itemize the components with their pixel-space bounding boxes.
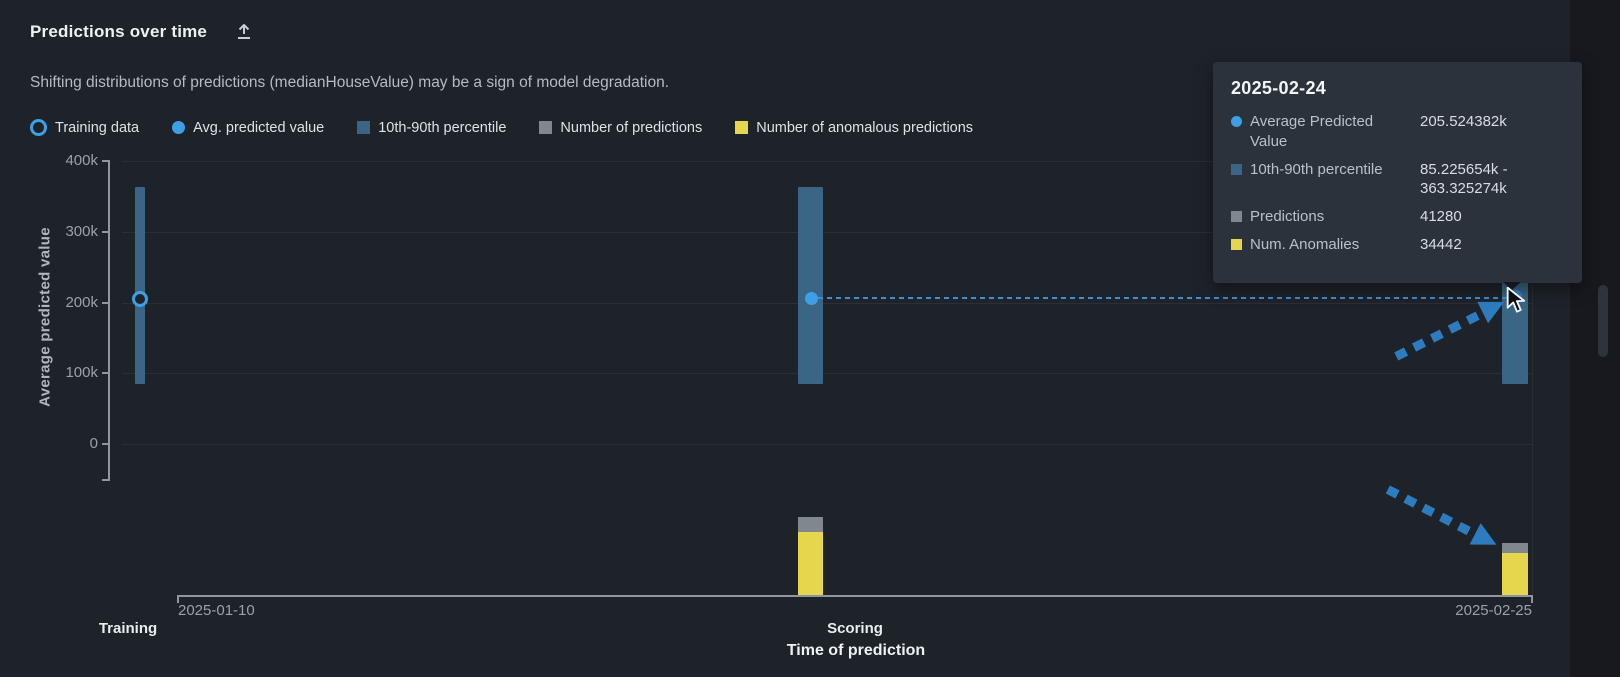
tooltip-label: Num. Anomalies — [1250, 235, 1360, 253]
legend-label: Number of predictions — [560, 119, 703, 136]
arrow-head-icon — [1469, 523, 1502, 556]
x-tick-start-date: 2025-01-10 — [178, 602, 255, 619]
gridline-200k — [122, 303, 1532, 304]
tooltip-date-title: 2025-02-24 — [1231, 78, 1327, 98]
y-tick-200k: 200k — [65, 294, 98, 311]
y-axis-end-cap — [102, 479, 109, 481]
y-axis-tick — [102, 372, 109, 374]
x-axis-start-tick — [177, 595, 179, 603]
upload-export-icon — [234, 24, 254, 46]
gridline-0 — [122, 444, 1532, 445]
vertical-scrollbar[interactable] — [1598, 285, 1608, 357]
arrow-dashes — [1393, 308, 1485, 361]
tooltip-value: 41280 — [1420, 208, 1462, 226]
avg-value-dashed-line — [818, 297, 1510, 299]
chart-subtitle: Shifting distributions of predictions (m… — [30, 74, 670, 91]
y-axis-tick — [102, 443, 109, 445]
hover-tooltip: 2025-02-24 Average Predicted Value 205.5… — [1213, 62, 1582, 283]
legend-label: 10th-90th percentile — [378, 119, 507, 136]
legend-item-num-anomalies[interactable]: Number of anomalous predictions — [735, 120, 973, 136]
gridline-400k — [122, 161, 1532, 162]
tooltip-label: Average Predicted Value — [1250, 113, 1374, 150]
anomalies-count-bar-2[interactable] — [1502, 553, 1528, 595]
scoring-percentile-bar-1[interactable] — [798, 187, 823, 384]
tooltip-value: 205.524382k — [1420, 113, 1507, 130]
predictions-swatch-icon — [539, 121, 553, 134]
legend-item-avg-predicted-value[interactable]: Avg. predicted value — [172, 120, 324, 136]
y-tick-300k: 300k — [65, 223, 98, 240]
tooltip-row-percentile: 10th-90th percentile 85.225654k - 363.32… — [1231, 156, 1564, 204]
tooltip-value: 85.225654k - 363.325274k — [1420, 160, 1508, 198]
y-axis-tick — [102, 302, 109, 304]
legend-item-training-data[interactable]: Training data — [30, 119, 139, 136]
y-tick-0: 0 — [89, 435, 98, 452]
legend-label: Avg. predicted value — [193, 119, 325, 136]
anomalies-swatch-icon — [1231, 238, 1242, 250]
tooltip-row-predictions: Predictions 41280 — [1231, 203, 1564, 231]
scoring-avg-marker-2-hovered[interactable] — [1510, 290, 1522, 302]
training-percentile-bar[interactable] — [135, 187, 145, 384]
arrow-dashes — [1385, 484, 1478, 538]
anomalies-count-bar-1[interactable] — [798, 532, 823, 595]
export-button[interactable] — [234, 22, 254, 42]
annotation-arrow-to-anomalies-bar — [1383, 478, 1502, 556]
x-axis-end-tick — [1531, 595, 1533, 603]
tooltip-row-avg: Average Predicted Value 205.524382k — [1231, 108, 1564, 156]
predictions-count-bar-1[interactable] — [798, 517, 823, 532]
gridline-300k — [122, 232, 1532, 233]
section-label-training: Training — [98, 620, 158, 637]
predictions-count-bar-2[interactable] — [1502, 543, 1528, 553]
tooltip-row-anomalies: Num. Anomalies 34442 — [1231, 231, 1564, 259]
scoring-avg-marker-1[interactable] — [805, 292, 818, 305]
section-label-scoring: Scoring — [827, 620, 883, 637]
tooltip-value: 34442 — [1420, 235, 1462, 253]
y-axis-line — [108, 160, 110, 481]
y-axis-tick — [102, 231, 109, 233]
gridline-100k — [122, 373, 1532, 374]
training-avg-marker[interactable] — [132, 291, 148, 307]
tooltip-label: 10th-90th percentile — [1250, 160, 1383, 178]
x-tick-end-date: 2025-02-25 — [1455, 602, 1532, 619]
tooltip-pointer-notch — [1503, 282, 1521, 290]
training-ring-icon — [30, 119, 47, 136]
page-title: Predictions over time — [30, 22, 208, 41]
y-axis-tick — [102, 160, 109, 162]
percentile-swatch-icon — [357, 121, 371, 134]
plot-right-border — [1532, 160, 1533, 596]
x-axis-line — [177, 595, 1533, 597]
x-axis-title: Time of prediction — [786, 642, 926, 659]
y-tick-100k: 100k — [65, 364, 98, 381]
percentile-swatch-icon — [1231, 163, 1242, 175]
legend-item-num-predictions[interactable]: Number of predictions — [539, 120, 702, 136]
avg-dot-icon — [172, 121, 186, 134]
anomalies-swatch-icon — [735, 121, 749, 134]
tooltip-label: Predictions — [1250, 208, 1325, 226]
legend-item-percentile[interactable]: 10th-90th percentile — [357, 120, 506, 136]
y-tick-400k: 400k — [65, 152, 98, 169]
chart-legend: Training data Avg. predicted value 10th-… — [30, 119, 973, 136]
legend-label: Number of anomalous predictions — [756, 119, 974, 136]
predictions-swatch-icon — [1231, 211, 1242, 223]
legend-label: Training data — [55, 119, 140, 136]
avg-dot-icon — [1231, 116, 1242, 127]
